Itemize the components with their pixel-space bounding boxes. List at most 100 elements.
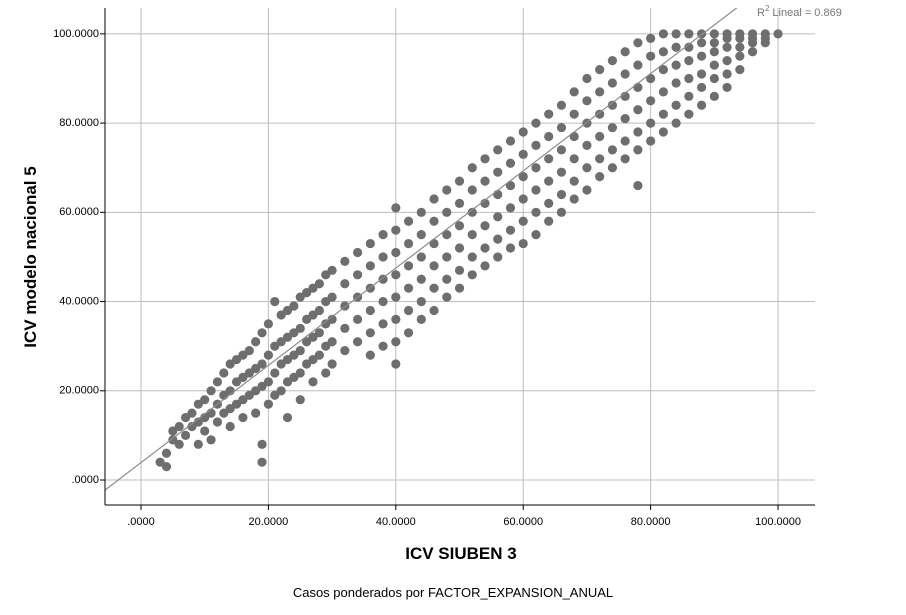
point	[493, 167, 503, 177]
point	[289, 372, 299, 383]
point	[582, 163, 592, 173]
point	[633, 180, 643, 191]
point	[193, 417, 203, 427]
axes: .0000 20.0000 40.0000 60.0000 80.0000 100.000…	[53, 8, 815, 528]
point	[607, 100, 618, 110]
point	[633, 82, 643, 93]
point	[697, 82, 707, 93]
point	[302, 359, 312, 369]
point	[493, 234, 503, 244]
point	[722, 82, 732, 93]
point	[276, 386, 286, 396]
point	[620, 136, 630, 146]
point	[684, 109, 694, 119]
point	[607, 78, 618, 88]
point	[429, 194, 439, 204]
point	[442, 274, 452, 284]
point	[735, 33, 745, 43]
point	[365, 305, 375, 316]
point	[321, 296, 331, 307]
point	[257, 328, 267, 338]
point	[671, 29, 681, 39]
fit-line-group	[105, 8, 738, 491]
point	[747, 38, 758, 48]
point	[709, 38, 719, 48]
point	[646, 118, 656, 128]
point	[518, 172, 528, 182]
point	[646, 33, 656, 43]
point	[454, 176, 465, 186]
point	[352, 337, 363, 347]
point	[505, 180, 516, 191]
point	[244, 390, 254, 400]
point	[569, 109, 579, 119]
point	[180, 430, 191, 441]
point	[684, 29, 694, 39]
point	[308, 310, 318, 320]
point	[416, 230, 426, 240]
point	[531, 185, 541, 195]
point	[684, 42, 694, 52]
point	[308, 332, 318, 342]
footnote: Casos ponderados por FACTOR_EXPANSION_AN…	[293, 585, 613, 600]
point	[263, 399, 274, 409]
point	[544, 216, 554, 226]
point	[302, 337, 312, 347]
point	[671, 60, 681, 70]
point	[697, 51, 707, 61]
point	[231, 399, 242, 409]
point	[403, 238, 414, 249]
point	[671, 100, 681, 110]
point	[531, 230, 541, 240]
point	[518, 127, 528, 137]
y-tick-label: 60.0000	[59, 206, 99, 218]
point	[391, 292, 401, 302]
point	[365, 328, 375, 338]
y-tick-label: .0000	[71, 474, 99, 486]
x-tick-label: 40.0000	[376, 516, 416, 528]
point	[556, 189, 567, 200]
point	[340, 323, 350, 333]
point	[321, 270, 331, 280]
x-tick-label: .0000	[127, 516, 155, 528]
point	[289, 301, 299, 311]
point	[454, 198, 465, 209]
point	[206, 386, 216, 396]
point	[493, 252, 503, 262]
fit-line	[105, 8, 738, 491]
point	[340, 279, 350, 289]
x-tick-label: 80.0000	[631, 516, 671, 528]
point	[257, 381, 267, 391]
point	[187, 408, 197, 418]
point	[200, 395, 210, 405]
point	[378, 296, 388, 307]
point	[187, 421, 197, 432]
point	[505, 158, 516, 168]
point	[219, 368, 229, 378]
point	[238, 372, 248, 383]
point	[531, 163, 541, 173]
point	[327, 292, 337, 302]
point	[442, 207, 452, 217]
point	[231, 354, 242, 365]
point	[429, 216, 439, 226]
point	[454, 221, 465, 231]
point	[722, 42, 732, 52]
point	[403, 305, 414, 316]
point	[168, 426, 178, 436]
point	[646, 136, 656, 146]
point	[295, 323, 305, 333]
point	[352, 270, 363, 280]
point	[467, 207, 477, 217]
point	[206, 435, 216, 445]
point	[505, 203, 516, 213]
point	[155, 457, 165, 467]
point	[314, 279, 324, 289]
point	[595, 172, 605, 182]
point	[633, 60, 643, 70]
point	[161, 462, 172, 472]
y-axis-label: ICV modelo nacional 5	[21, 166, 40, 347]
point	[595, 87, 605, 97]
point	[671, 42, 681, 52]
point	[378, 230, 388, 240]
